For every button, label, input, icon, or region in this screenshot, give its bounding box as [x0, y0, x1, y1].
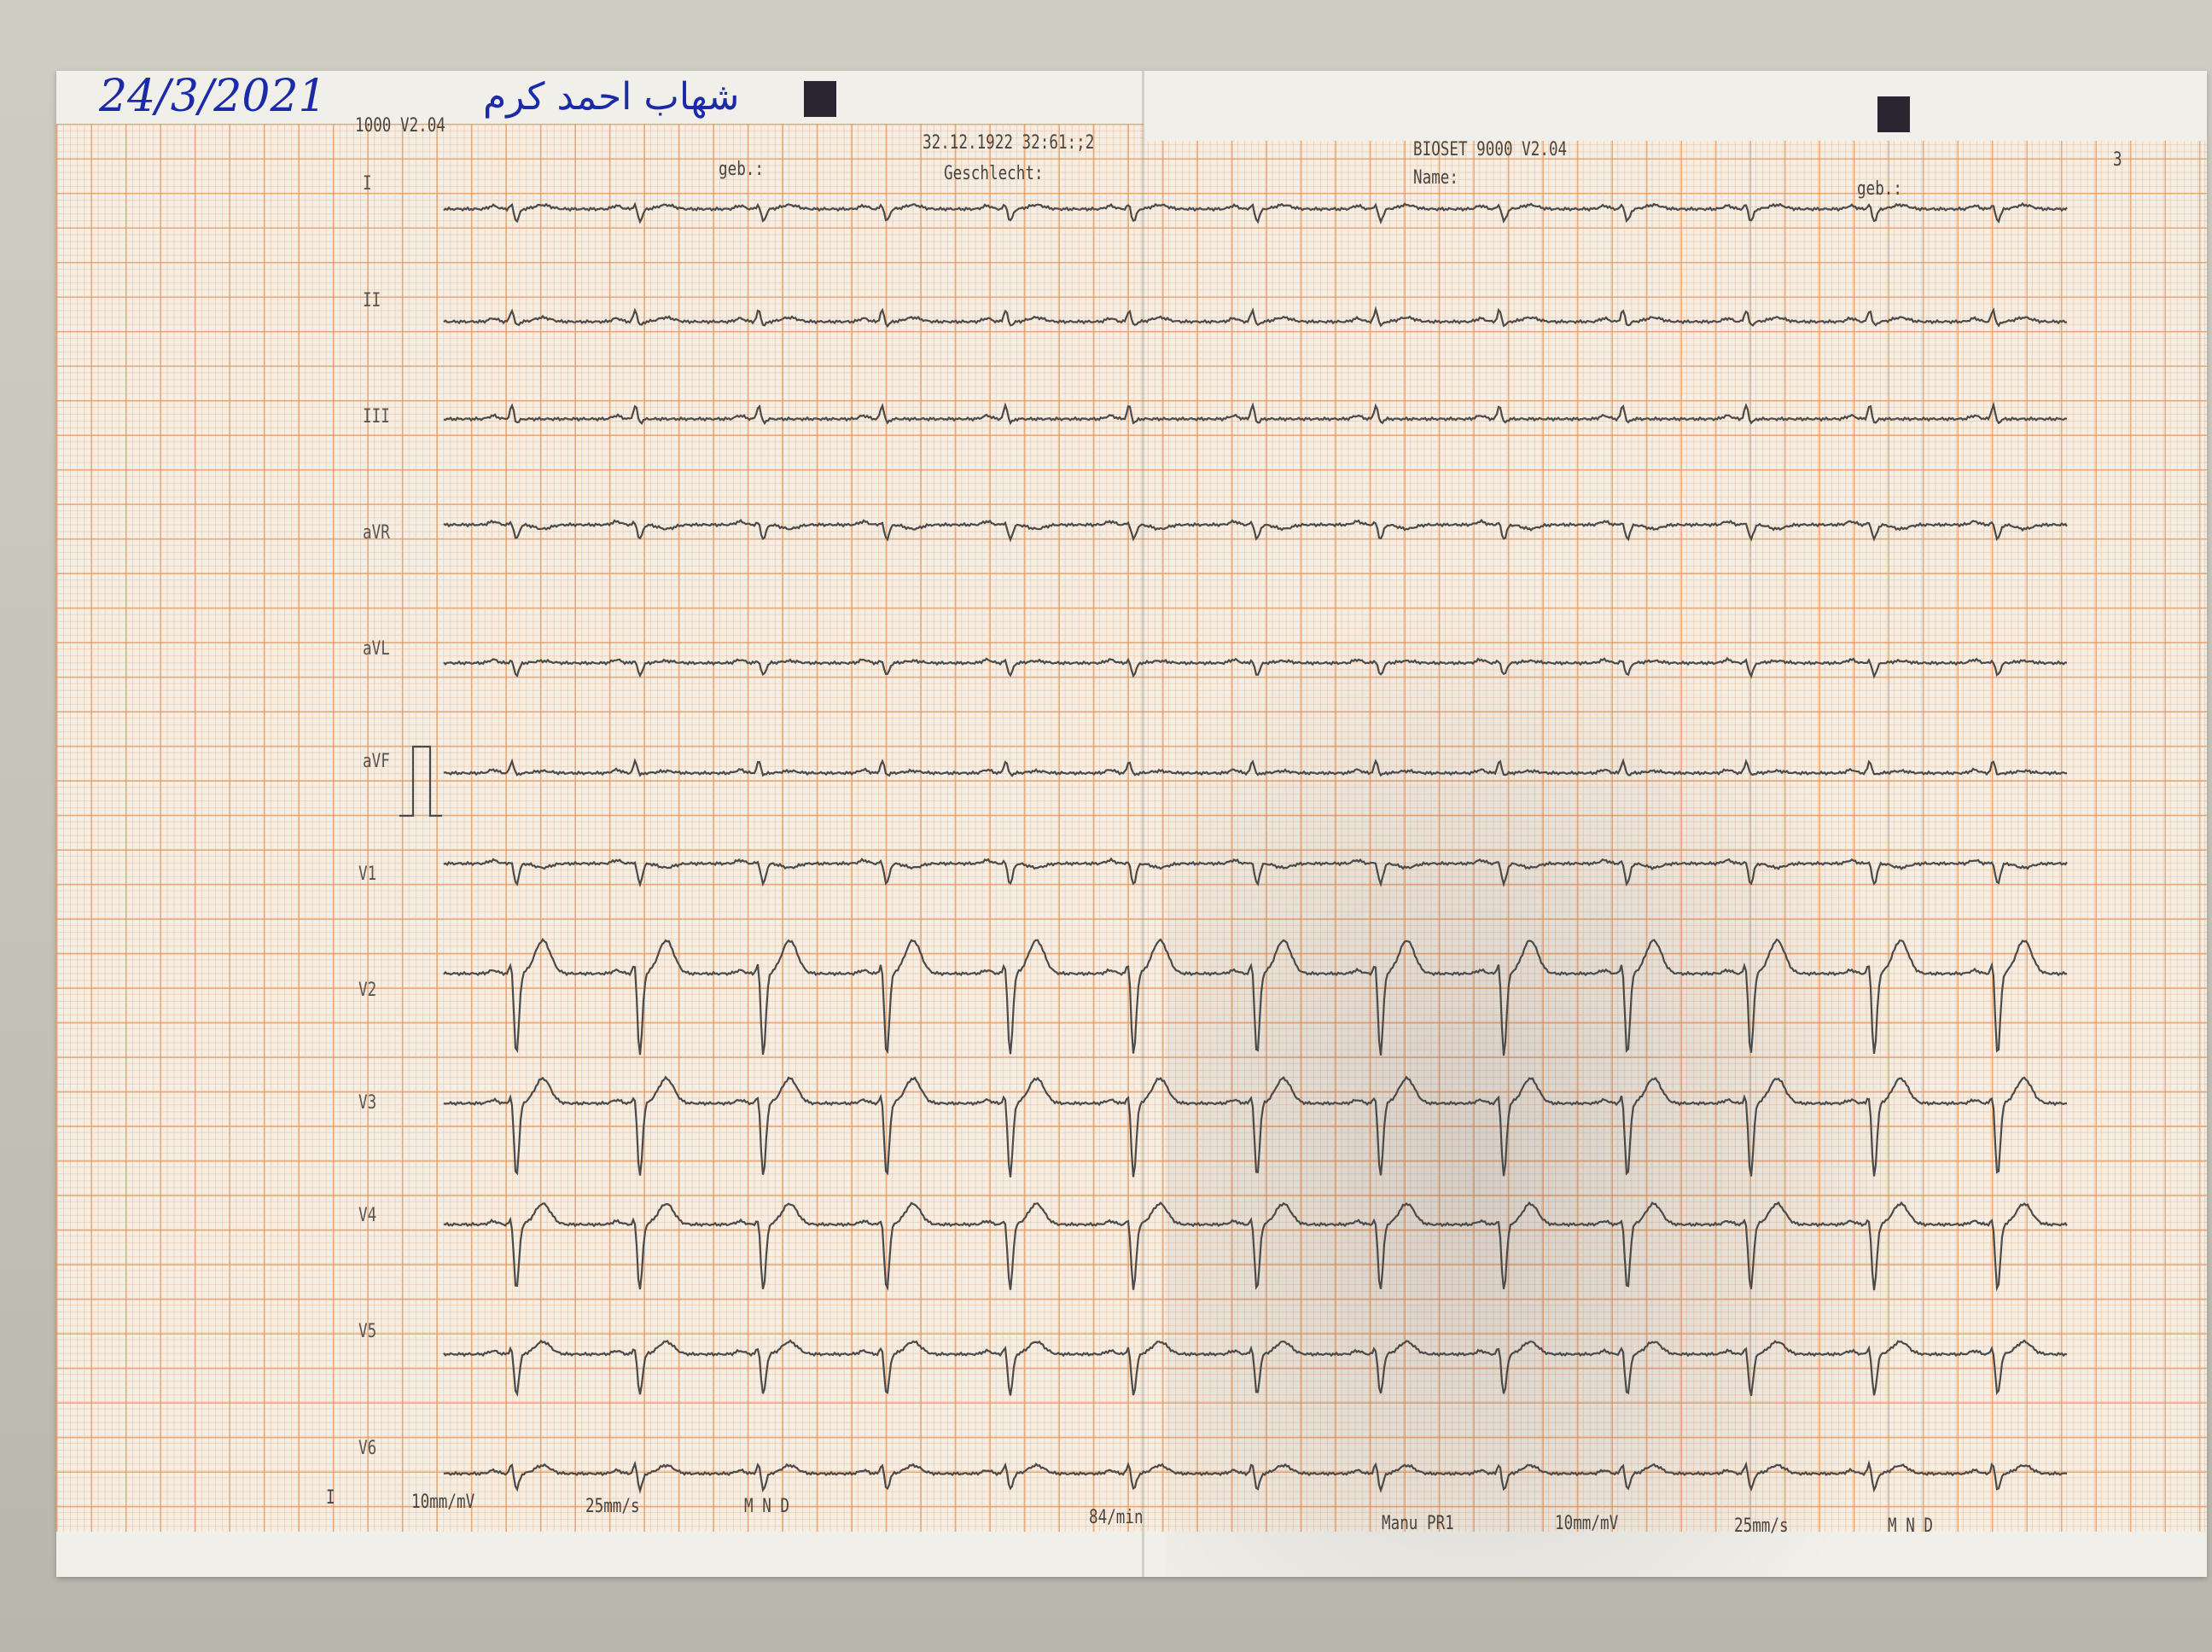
geb-label-right: geb.:: [1857, 178, 1902, 200]
speed-left: 25mm/s: [585, 1496, 640, 1517]
trace-v5: [443, 1339, 2068, 1398]
trace-avr: [443, 518, 2068, 543]
speed-right: 25mm/s: [1734, 1515, 1789, 1537]
trace-i: [443, 201, 2068, 225]
page-number: 3: [2113, 149, 2122, 171]
trace-v6: [443, 1459, 2068, 1495]
handwritten-patient-name: شهاب احمد كرم: [483, 75, 740, 119]
trace-v4: [443, 1201, 2068, 1292]
geb-label-left: geb.:: [719, 159, 764, 180]
datetime-left: 32.12.1922 32:61:;2: [923, 132, 1095, 154]
lead-label-avr: aVR: [363, 522, 390, 544]
lead-label-i: I: [363, 173, 372, 195]
footer-marker: I: [326, 1487, 335, 1509]
lead-label-v3: V3: [358, 1092, 377, 1114]
lead-label-v4: V4: [358, 1205, 377, 1226]
trace-v1: [443, 857, 2068, 888]
name-label-right: Name:: [1413, 167, 1458, 189]
lead-label-v5: V5: [358, 1321, 377, 1342]
mode: Manu PR1: [1382, 1513, 1454, 1534]
device-version-right: BIOSET 9000 V2.04: [1413, 139, 1568, 160]
lead-label-v1: V1: [358, 864, 377, 885]
trace-ii: [443, 305, 2068, 329]
marker-block-left: [804, 81, 836, 117]
lead-label-ii: II: [363, 290, 381, 311]
gain-left: 10mm/mV: [411, 1492, 475, 1513]
geschlecht-label: Geschlecht:: [944, 163, 1044, 184]
trace-iii: [443, 401, 2068, 426]
lead-label-avf: aVF: [363, 751, 390, 772]
handwritten-date: 24/3/2021: [99, 71, 327, 122]
filter-left: M N D: [744, 1496, 789, 1517]
right-header-strip: [1144, 71, 2207, 141]
ecg-grid: [56, 124, 2207, 1532]
lead-label-iii: III: [363, 406, 390, 428]
calibration-pulse: [399, 745, 442, 817]
marker-block-right: [1877, 96, 1910, 132]
gain-right: 10mm/mV: [1555, 1513, 1619, 1534]
filter-right: M N D: [1888, 1515, 1933, 1537]
device-version-left: 1000 V2.04: [355, 115, 445, 137]
paper-fold: [1142, 71, 1144, 1577]
lead-label-avl: aVL: [363, 638, 390, 660]
trace-avl: [443, 656, 2068, 679]
trace-avf: [443, 758, 2068, 777]
trace-v2: [443, 937, 2068, 1056]
lead-label-v2: V2: [358, 980, 377, 1001]
trace-v3: [443, 1075, 2068, 1178]
heart-rate: 84/min: [1089, 1507, 1144, 1528]
lead-label-v6: V6: [358, 1438, 377, 1459]
